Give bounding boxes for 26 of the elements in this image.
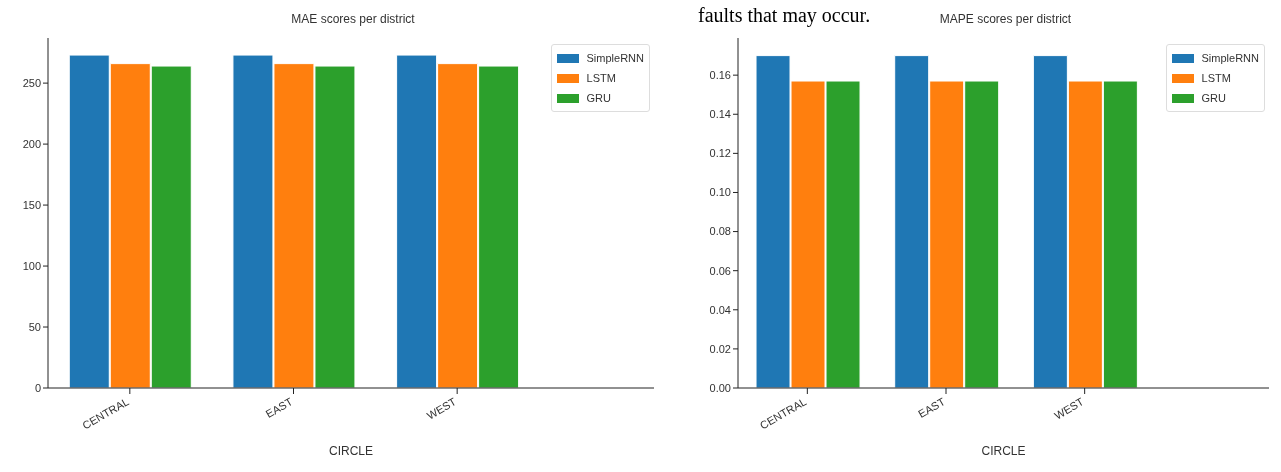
legend-label: LSTM (586, 72, 616, 84)
legend-label: GRU (1201, 92, 1226, 104)
y-tick-label: 0.00 (709, 381, 731, 394)
y-tick-label: 0.14 (709, 108, 731, 121)
y-tick-label: 0.08 (709, 225, 731, 238)
y-tick-label: 0.06 (709, 264, 731, 277)
y-tick-label: 0.04 (709, 303, 731, 316)
y-tick-label: 200 (22, 138, 41, 150)
y-tick-label: 0 (34, 381, 41, 394)
legend-label: GRU (586, 92, 611, 104)
y-tick-label: 50 (28, 320, 41, 333)
y-tick-label: 100 (22, 259, 41, 272)
chart-title: MAE scores per district (291, 12, 415, 26)
legend-label: SimpleRNN (1201, 52, 1259, 64)
y-tick-label: 250 (22, 77, 41, 90)
y-tick-label: 150 (22, 198, 41, 211)
y-tick-label: 0.02 (709, 342, 731, 355)
legend-label: SimpleRNN (586, 52, 644, 64)
text: faults that may occur. (698, 4, 871, 27)
chart-title: MAPE scores per district (939, 12, 1072, 26)
y-tick-label: 0.10 (709, 186, 731, 199)
x-axis-title: CIRCLE (980, 444, 1027, 458)
y-tick-label: 0.16 (709, 69, 731, 82)
x-axis-title: CIRCLE (328, 444, 374, 458)
y-tick-label: 0.12 (709, 147, 731, 160)
legend-label: LSTM (1201, 72, 1231, 84)
